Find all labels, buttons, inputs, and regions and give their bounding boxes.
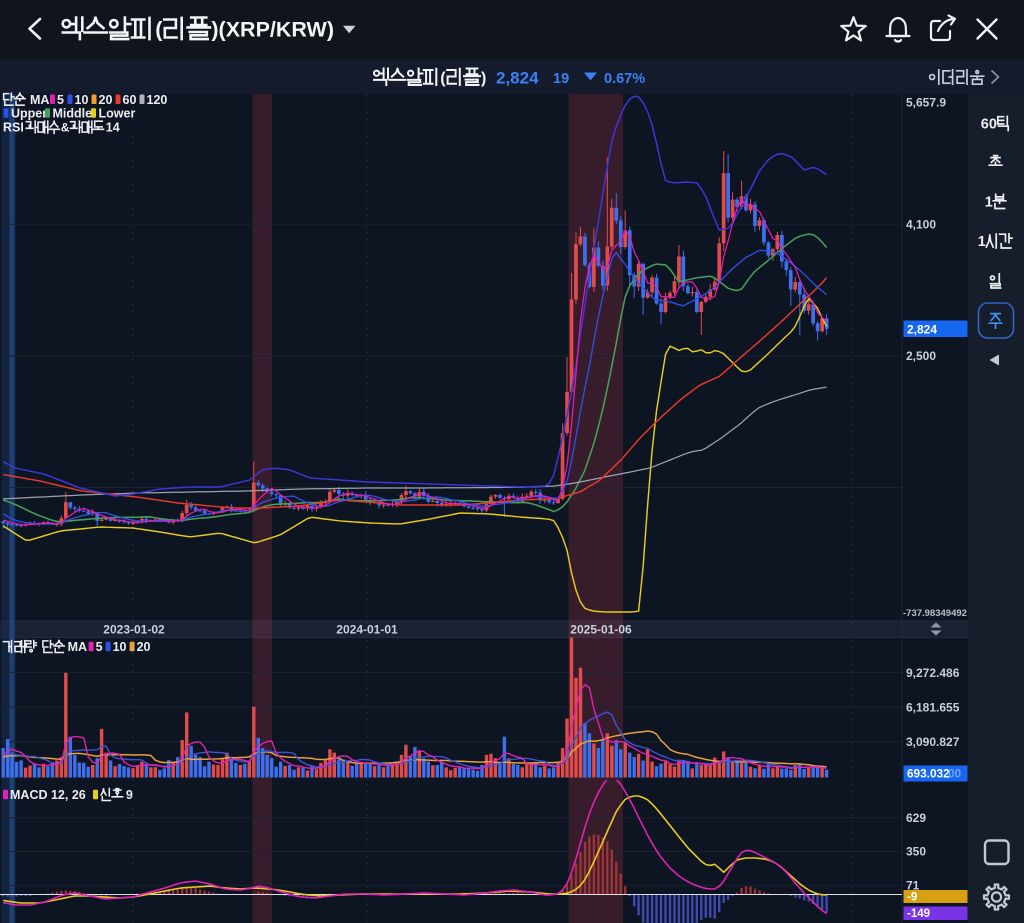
svg-text:20: 20: [137, 640, 151, 654]
svg-text:-9: -9: [907, 892, 917, 904]
svg-text:Middle: Middle: [53, 107, 93, 121]
svg-text:10: 10: [113, 640, 127, 654]
svg-text:1: 1: [985, 195, 993, 211]
svg-text:5: 5: [96, 640, 103, 654]
svg-text:Upper: Upper: [11, 107, 47, 121]
svg-text:-737.98349492: -737.98349492: [903, 608, 967, 619]
svg-text:): ): [481, 70, 486, 87]
svg-text:629: 629: [906, 811, 926, 825]
svg-text:2023-01-02: 2023-01-02: [103, 623, 165, 637]
svg-text:350: 350: [906, 845, 926, 859]
svg-text:60: 60: [981, 117, 997, 133]
svg-text:2025-01-06: 2025-01-06: [570, 623, 632, 637]
svg-text:9,272.486: 9,272.486: [906, 666, 960, 680]
svg-text:6,181.655: 6,181.655: [906, 700, 960, 714]
svg-text:120: 120: [147, 93, 168, 107]
svg-text:MA: MA: [30, 93, 49, 107]
svg-text:(: (: [440, 70, 446, 87]
svg-text:10: 10: [75, 93, 89, 107]
svg-text:5: 5: [57, 93, 64, 107]
svg-text:RSI: RSI: [3, 121, 24, 135]
svg-text:MACD 12, 26: MACD 12, 26: [10, 788, 86, 802]
svg-text:2,500: 2,500: [906, 349, 936, 363]
svg-text:5,657.9: 5,657.9: [906, 96, 946, 110]
svg-text:)(XRP/KRW): )(XRP/KRW): [211, 18, 334, 42]
svg-text:&: &: [61, 121, 70, 135]
svg-text:00: 00: [948, 767, 962, 781]
svg-text:1: 1: [978, 234, 986, 250]
svg-text:2,824: 2,824: [907, 322, 937, 336]
svg-text:60: 60: [123, 93, 137, 107]
svg-text:19: 19: [553, 71, 569, 87]
svg-text:2,824: 2,824: [496, 69, 539, 88]
svg-text:4,100: 4,100: [906, 218, 936, 232]
svg-text:20: 20: [99, 93, 113, 107]
svg-text:14: 14: [106, 121, 120, 135]
svg-text:Lower: Lower: [99, 107, 136, 121]
svg-text:2024-01-01: 2024-01-01: [336, 623, 398, 637]
svg-text:MA: MA: [68, 640, 87, 654]
svg-text:71: 71: [906, 879, 920, 893]
svg-text:3,090.827: 3,090.827: [906, 735, 960, 749]
svg-text:0.67%: 0.67%: [604, 71, 645, 87]
svg-text:(: (: [155, 18, 163, 42]
svg-text:-149: -149: [907, 908, 930, 920]
svg-text:9: 9: [126, 788, 133, 802]
svg-text:693.032: 693.032: [907, 767, 950, 781]
